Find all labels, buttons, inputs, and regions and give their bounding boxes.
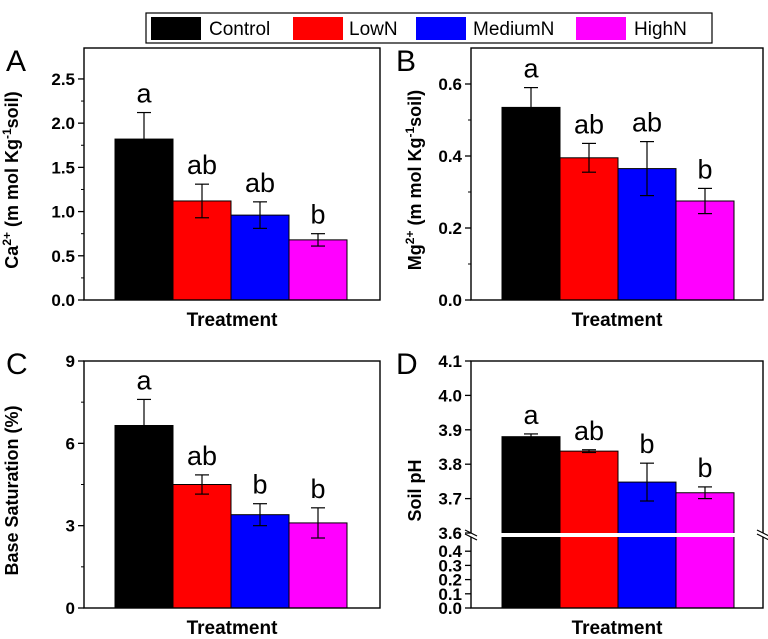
panel-label-b: B — [396, 45, 416, 78]
panel-d-ytick-lower-label-4: 0.4 — [438, 542, 462, 561]
panel-d-axis-break-band — [467, 533, 767, 537]
panel-a-ytick-label-5: 2.5 — [51, 70, 75, 89]
panel-a-ytick-label-0: 0.0 — [51, 291, 75, 310]
panel-a-frame — [83, 47, 381, 301]
panel-label-c: C — [6, 348, 28, 381]
legend-label-mediumn: MediumN — [473, 19, 554, 40]
panel-b-frame — [470, 47, 764, 301]
panel-d-xlabel: Treatment — [572, 618, 663, 639]
legend: Control LowN MediumN HighN — [145, 12, 713, 44]
panel-d-break-mark-left-2 — [464, 533, 478, 541]
panel-a-ytick-label-1: 0.5 — [51, 247, 75, 266]
panel-b-ytick-label-1: 0.2 — [438, 219, 462, 238]
panel-b-ylabel-sup2: -1 — [403, 127, 417, 138]
panel-a-sig-letter-3: b — [310, 200, 325, 230]
legend-label-control: Control — [209, 19, 270, 40]
panel-c-ytick-label-1: 3 — [66, 517, 75, 536]
panel-c-sig-letter-2: b — [252, 470, 267, 500]
panel-d: a ab b b 3.6 3.7 3.8 3.9 4.0 4.1 0.00.10.20.30.4 So… — [405, 352, 768, 639]
panel-c-sig-letter-3: b — [310, 474, 325, 504]
panel-d-bar-highn — [675, 492, 735, 609]
panel-d-ytick-lower-label-0: 0.0 — [438, 599, 462, 618]
panel-b-ylabel-mid: (m mol Kg — [405, 138, 425, 231]
panel-c-ytick-label-2: 6 — [66, 434, 75, 453]
panel-c-bar-mediumn — [230, 514, 290, 609]
panel-b-ytick-label-0: 0.0 — [438, 291, 462, 310]
panel-a-ytick-label-3: 1.5 — [51, 158, 75, 177]
panel-d-ytick-lower-label-2: 0.2 — [438, 571, 462, 590]
panel-a-sig-letter-0: a — [136, 79, 152, 109]
panel-b-ytick-label-3: 0.6 — [438, 75, 462, 94]
legend-swatch-lown — [293, 17, 343, 40]
panel-b-ylabel-pre: Mg — [405, 244, 425, 270]
panel-a-ylabel-post: soil) — [2, 91, 22, 128]
panel-b-sig-letter-3: b — [697, 154, 712, 184]
legend-label-highn: HighN — [634, 19, 687, 40]
panel-a-sig-letter-1: ab — [187, 150, 217, 180]
panel-c: a ab b b 0 3 6 9 Base Saturation (%) Treatment — [2, 352, 381, 639]
panel-d-ytick-lower-label-3: 0.3 — [438, 556, 462, 575]
panel-label-d: D — [396, 348, 418, 381]
panel-b-ylabel: Mg2+ (m mol Kg-1soil) — [403, 90, 425, 270]
panel-a-ylabel-sup1: 2+ — [0, 232, 14, 246]
panel-c-ytick-label-3: 9 — [66, 352, 75, 371]
panel-a-ylabel-mid: (m mol Kg — [2, 139, 22, 232]
legend-label-lown: LowN — [349, 19, 398, 40]
panel-d-break-mark-right-2 — [756, 533, 768, 541]
panel-b-ylabel-post: soil) — [405, 90, 425, 127]
panel-d-ytick-upper-label-4: 4.0 — [438, 386, 462, 405]
panel-a-bar-highn — [288, 239, 348, 301]
panel-d-sig-letter-2: b — [639, 429, 654, 459]
legend-swatch-mediumn — [416, 17, 466, 40]
panel-d-sig-letter-1: ab — [574, 416, 604, 446]
panel-d-ytick-upper-label-3: 3.9 — [438, 421, 462, 440]
panel-c-bar-control — [114, 424, 174, 609]
panel-b-bar-lown — [559, 157, 619, 301]
panel-c-xlabel: Treatment — [187, 618, 278, 639]
panel-d-ylabel-pre: Soil pH — [405, 460, 425, 522]
panel-d-frame — [470, 360, 764, 609]
legend-swatch-control — [151, 17, 201, 40]
panel-d-bar-control — [501, 436, 561, 609]
panel-a-ylabel-sup2: -1 — [0, 128, 14, 139]
panel-c-ylabel: Base Saturation (%) — [2, 405, 22, 575]
panel-d-ytick-upper-label-2: 3.8 — [438, 455, 462, 474]
panel-b-ytick-label-2: 0.4 — [438, 147, 462, 166]
panel-c-sig-letter-0: a — [136, 365, 152, 395]
panel-b-ylabel-sup1: 2+ — [403, 231, 417, 245]
panel-d-sig-letter-3: b — [697, 453, 712, 483]
panel-d-ytick-upper-label-0: 3.6 — [438, 524, 462, 543]
panel-d-sig-letter-0: a — [523, 400, 539, 430]
panel-a-ylabel: Ca2+ (m mol Kg-1soil) — [0, 91, 22, 268]
panel-c-ylabel-pre: Base Saturation (%) — [2, 405, 22, 575]
panel-b-sig-letter-0: a — [523, 54, 539, 84]
panel-a-ytick-label-4: 2.0 — [51, 114, 75, 133]
panel-d-ylabel: Soil pH — [405, 460, 425, 522]
panel-d-bar-lown — [559, 450, 619, 609]
legend-swatch-highn — [576, 17, 626, 40]
panel-d-ytick-upper-label-5: 4.1 — [438, 352, 462, 371]
panel-b-bar-control — [501, 106, 561, 301]
panel-b-sig-letter-2: ab — [632, 108, 662, 138]
panel-label-a: A — [6, 45, 26, 78]
panel-d-ytick-lower-label-1: 0.1 — [438, 585, 462, 604]
panel-a-sig-letter-2: ab — [245, 168, 275, 198]
panel-a-ytick-label-2: 1.0 — [51, 203, 75, 222]
panel-c-ytick-label-0: 0 — [66, 599, 75, 618]
panel-a-ylabel-pre: Ca — [2, 245, 22, 269]
panel-b-bar-highn — [675, 200, 735, 301]
panel-a-xlabel: Treatment — [187, 310, 278, 331]
panel-c-bar-lown — [172, 484, 232, 609]
panel-b: a ab ab b 0.0 0.2 0.4 0.6 Mg2+ (m mol Kg-1soil) T… — [403, 47, 764, 331]
panel-d-break-mark-right-1 — [756, 529, 768, 537]
panel-c-sig-letter-1: ab — [187, 441, 217, 471]
panel-d-ytick-upper-label-1: 3.7 — [438, 490, 462, 509]
panel-b-sig-letter-1: ab — [574, 109, 604, 139]
panel-b-xlabel: Treatment — [572, 310, 663, 331]
